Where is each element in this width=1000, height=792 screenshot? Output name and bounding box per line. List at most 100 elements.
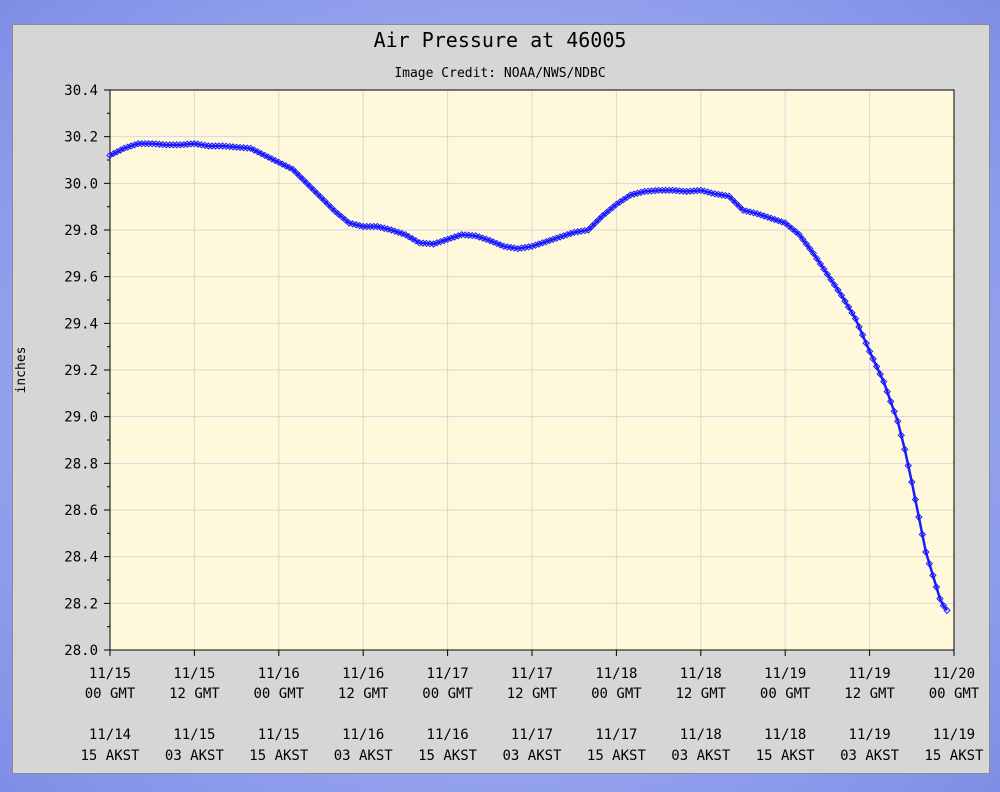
data-point bbox=[116, 146, 125, 154]
y-tick-label: 28.6 bbox=[64, 503, 98, 519]
x-tick-label: 00 GMT bbox=[760, 686, 811, 702]
data-point bbox=[915, 513, 923, 521]
y-tick-label: 28.0 bbox=[64, 643, 98, 659]
y-tick-label: 28.8 bbox=[64, 456, 98, 472]
data-point bbox=[795, 230, 803, 239]
x-tick-label: 11/19 bbox=[764, 666, 806, 682]
data-point bbox=[633, 189, 642, 197]
data-point bbox=[306, 183, 315, 191]
data-point bbox=[581, 226, 589, 235]
pressure-chart: Air Pressure at 46005 Image Credit: NOAA… bbox=[14, 28, 984, 764]
data-point bbox=[436, 237, 445, 246]
grid-lines bbox=[110, 90, 954, 650]
data-point bbox=[690, 187, 698, 195]
x-tick-label: 03 AKST bbox=[502, 748, 562, 764]
data-point bbox=[180, 140, 188, 149]
data-point bbox=[521, 243, 529, 252]
x-tick-label: 11/19 bbox=[849, 727, 891, 743]
data-point bbox=[549, 235, 557, 244]
data-point bbox=[552, 234, 561, 242]
x-tick-label: 11/16 bbox=[258, 666, 300, 682]
data-point bbox=[626, 191, 635, 199]
data-point bbox=[271, 156, 279, 165]
data-point bbox=[123, 143, 132, 151]
data-point bbox=[120, 144, 128, 153]
data-point bbox=[289, 165, 297, 174]
data-point bbox=[563, 230, 571, 239]
data-point bbox=[454, 232, 462, 240]
data-point bbox=[535, 240, 543, 248]
x-tick-label: 11/16 bbox=[427, 727, 469, 743]
data-point bbox=[925, 559, 934, 568]
data-point bbox=[253, 148, 262, 156]
y-tick-label: 29.4 bbox=[64, 316, 98, 332]
x-tick-label: 11/18 bbox=[680, 727, 722, 743]
data-point bbox=[324, 200, 332, 209]
data-point bbox=[886, 397, 895, 406]
data-point bbox=[538, 239, 547, 247]
data-point bbox=[556, 233, 564, 241]
data-point bbox=[531, 241, 540, 249]
x-tick-label: 00 GMT bbox=[85, 686, 136, 702]
data-point bbox=[591, 219, 600, 227]
data-point bbox=[848, 309, 856, 317]
data-point bbox=[869, 355, 877, 363]
data-point bbox=[862, 339, 870, 347]
data-point bbox=[908, 478, 916, 486]
data-point bbox=[264, 153, 272, 161]
data-point bbox=[285, 163, 294, 172]
x-tick-label: 11/15 bbox=[173, 666, 215, 682]
data-point bbox=[257, 149, 265, 158]
data-point bbox=[686, 187, 694, 195]
data-point bbox=[127, 142, 135, 150]
data-point bbox=[904, 461, 912, 470]
data-point bbox=[939, 601, 948, 610]
data-point bbox=[901, 445, 909, 454]
data-point bbox=[637, 188, 645, 197]
y-tick-label: 30.2 bbox=[64, 130, 98, 146]
data-point bbox=[493, 239, 501, 248]
data-point bbox=[412, 237, 420, 245]
data-point bbox=[725, 192, 733, 200]
y-tick-label: 29.0 bbox=[64, 410, 98, 426]
x-tick-label: 11/14 bbox=[89, 727, 131, 743]
data-point bbox=[310, 186, 318, 195]
data-point bbox=[936, 594, 944, 603]
data-point bbox=[130, 141, 139, 149]
x-tick-label: 11/15 bbox=[258, 727, 300, 743]
data-point bbox=[894, 417, 902, 426]
data-point bbox=[806, 244, 814, 253]
data-point bbox=[517, 244, 526, 252]
x-tick-label: 00 GMT bbox=[591, 686, 642, 702]
data-point bbox=[813, 254, 821, 263]
chart-subtitle: Image Credit: NOAA/NWS/NDBC bbox=[394, 66, 605, 81]
x-tick-label: 11/16 bbox=[342, 727, 384, 743]
data-point bbox=[922, 548, 930, 556]
data-point bbox=[282, 162, 290, 170]
x-tick-label: 15 AKST bbox=[924, 748, 984, 764]
data-point bbox=[574, 228, 582, 236]
data-point bbox=[844, 303, 853, 311]
data-point bbox=[109, 149, 118, 158]
data-point bbox=[486, 236, 494, 245]
data-point bbox=[447, 234, 455, 242]
y-tick-label: 28.4 bbox=[64, 550, 98, 566]
x-tick-label: 11/19 bbox=[933, 727, 975, 743]
x-tick-label: 03 AKST bbox=[840, 748, 900, 764]
data-point bbox=[872, 362, 881, 371]
data-point bbox=[943, 606, 951, 615]
x-tick-label: 11/16 bbox=[342, 666, 384, 682]
data-point bbox=[187, 140, 195, 148]
data-point bbox=[640, 187, 649, 196]
data-point bbox=[830, 281, 839, 289]
x-tick-label: 11/18 bbox=[595, 666, 637, 682]
x-tick-label: 11/17 bbox=[511, 727, 553, 743]
data-point bbox=[851, 314, 860, 323]
data-point bbox=[647, 187, 656, 195]
x-tick-label: 11/15 bbox=[89, 666, 131, 682]
data-point bbox=[879, 377, 888, 386]
data-point bbox=[278, 160, 287, 168]
data-point bbox=[834, 286, 842, 294]
data-point bbox=[595, 215, 603, 224]
x-tick-label: 12 GMT bbox=[676, 686, 727, 702]
